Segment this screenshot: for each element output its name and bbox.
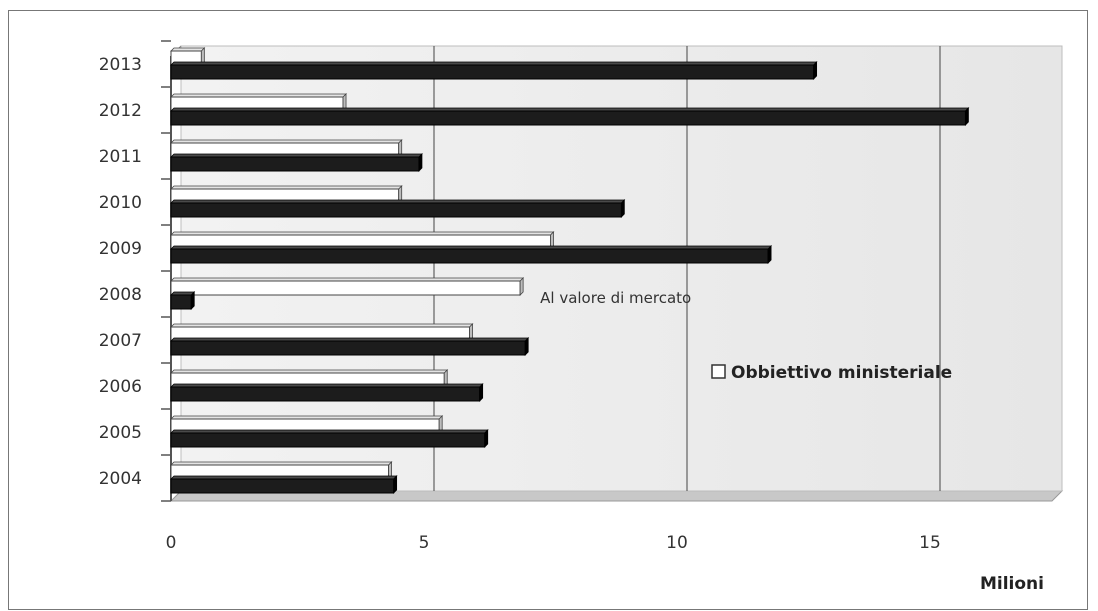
bar-al-valore-di-mercato-side bbox=[767, 245, 772, 264]
annotation-al-valore-di-mercato: Al valore di mercato bbox=[540, 289, 691, 307]
y-tick-label: 2009 bbox=[99, 239, 142, 259]
bar-al-valore-di-mercato-face bbox=[170, 156, 420, 172]
x-tick-label: 10 bbox=[666, 533, 688, 553]
bar-al-valore-di-mercato-2009 bbox=[170, 245, 773, 264]
bar-al-valore-di-mercato-2005 bbox=[170, 429, 489, 448]
bar-al-valore-di-mercato-2011 bbox=[170, 153, 423, 172]
chart-frame: 2004 2005 2006 2007 2008 2009 2010 2011 2012 2013… bbox=[8, 10, 1088, 610]
y-tick-label: 2004 bbox=[99, 469, 142, 489]
bars bbox=[170, 47, 970, 494]
bar-al-valore-di-mercato-2010 bbox=[170, 199, 626, 218]
bar-al-valore-di-mercato-side bbox=[479, 383, 484, 402]
y-tick-label: 2011 bbox=[99, 147, 142, 167]
bar-al-valore-di-mercato-side bbox=[620, 199, 625, 218]
bar-al-valore-di-mercato-face bbox=[170, 110, 966, 126]
bar-obbiettivo-ministeriale-2006 bbox=[170, 369, 449, 388]
bar-al-valore-di-mercato-side bbox=[418, 153, 423, 172]
y-tick-label: 2010 bbox=[99, 193, 142, 213]
bar-obbiettivo-ministeriale-2013 bbox=[170, 47, 206, 66]
x-tick-label: 0 bbox=[166, 533, 177, 553]
bar-al-valore-di-mercato-face bbox=[170, 386, 481, 402]
bar-al-valore-di-mercato-face bbox=[170, 64, 815, 80]
bar-al-valore-di-mercato-face bbox=[170, 248, 769, 264]
bar-obbiettivo-ministeriale-2012 bbox=[170, 93, 348, 112]
x-tick-label: 5 bbox=[419, 533, 430, 553]
bar-chart: 2004 2005 2006 2007 2008 2009 2010 2011 2012 2013… bbox=[99, 40, 1064, 594]
bar-obbiettivo-ministeriale-2007 bbox=[170, 323, 474, 342]
y-tick-labels: 2004 2005 2006 2007 2008 2009 2010 2011 2012 2013 bbox=[99, 55, 142, 489]
bar-al-valore-di-mercato-side bbox=[965, 107, 969, 126]
x-tick-labels: 0 5 10 15 bbox=[166, 533, 941, 553]
legend-label-obbiettivo-ministeriale: Obbiettivo ministeriale bbox=[731, 363, 952, 383]
bar-obbiettivo-ministeriale-2011 bbox=[170, 139, 403, 158]
bar-al-valore-di-mercato-2012 bbox=[170, 107, 970, 126]
bar-al-valore-di-mercato-face bbox=[170, 202, 622, 218]
y-tick-label: 2008 bbox=[99, 285, 142, 305]
bar-obbiettivo-ministeriale-2010 bbox=[170, 185, 403, 204]
y-tick-label: 2006 bbox=[99, 377, 142, 397]
bar-obbiettivo-ministeriale-2004 bbox=[170, 461, 393, 480]
bar-al-valore-di-mercato-side bbox=[813, 61, 818, 80]
bar-al-valore-di-mercato-face bbox=[170, 432, 486, 448]
y-tick-label: 2005 bbox=[99, 423, 142, 443]
bar-al-valore-di-mercato-side bbox=[393, 475, 398, 494]
bar-obbiettivo-ministeriale-face bbox=[170, 280, 521, 296]
bar-al-valore-di-mercato-2008 bbox=[170, 291, 196, 310]
bar-al-valore-di-mercato-face bbox=[170, 294, 192, 310]
annotations: Al valore di mercato bbox=[540, 289, 691, 307]
bar-al-valore-di-mercato-side bbox=[190, 291, 195, 310]
y-tick-label: 2007 bbox=[99, 331, 142, 351]
bar-al-valore-di-mercato-face bbox=[170, 478, 395, 494]
bar-al-valore-di-mercato-side bbox=[524, 337, 529, 356]
bar-al-valore-di-mercato-2006 bbox=[170, 383, 484, 402]
bar-obbiettivo-ministeriale-side bbox=[519, 277, 524, 296]
legend-swatch-obbiettivo-ministeriale bbox=[711, 364, 726, 379]
bar-al-valore-di-mercato-2013 bbox=[170, 61, 818, 80]
bar-al-valore-di-mercato-2004 bbox=[170, 475, 398, 494]
y-tick-label: 2013 bbox=[99, 55, 142, 75]
x-axis-unit-label: Milioni bbox=[980, 574, 1044, 594]
x-tick-label: 15 bbox=[919, 533, 941, 553]
legend: Obbiettivo ministeriale bbox=[711, 363, 952, 383]
bar-al-valore-di-mercato-face bbox=[170, 340, 526, 356]
y-axis-ticks bbox=[161, 40, 171, 502]
bar-obbiettivo-ministeriale-2005 bbox=[170, 415, 444, 434]
bar-al-valore-di-mercato-side bbox=[484, 429, 489, 448]
bar-al-valore-di-mercato-2007 bbox=[170, 337, 530, 356]
bar-obbiettivo-ministeriale-2008 bbox=[170, 277, 525, 296]
y-tick-label: 2012 bbox=[99, 101, 142, 121]
